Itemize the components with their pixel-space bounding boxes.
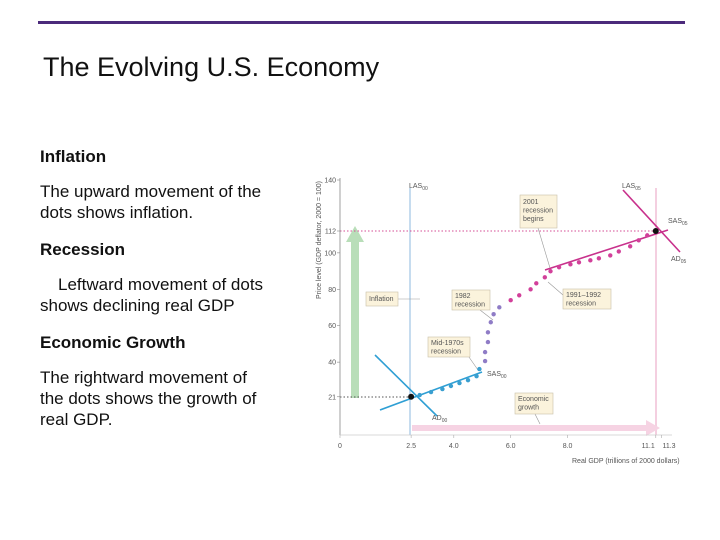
data-point xyxy=(417,392,422,398)
inflation-arrowhead xyxy=(346,226,364,242)
annotation: 1982 recession xyxy=(451,289,491,311)
body: The upward movement of the dots shows in… xyxy=(40,182,262,222)
top-rule xyxy=(38,21,685,24)
y-tick-label: 80 xyxy=(328,287,336,294)
leader-line xyxy=(479,309,494,321)
y-tick-label: 112 xyxy=(325,229,336,236)
data-point xyxy=(457,380,462,386)
data-point xyxy=(652,228,659,234)
data-point xyxy=(627,244,633,249)
x-tick-label: 0 xyxy=(338,443,342,450)
annotation: Economic growth xyxy=(514,392,554,415)
slide-title: The Evolving U.S. Economy xyxy=(43,52,380,82)
curve-label: AD05 xyxy=(671,256,687,265)
x-axis-label: Real GDP (trillions of 2000 dollars) xyxy=(572,458,680,465)
data-point xyxy=(596,256,602,261)
annotation: Inflation xyxy=(365,291,399,307)
data-point xyxy=(588,258,593,263)
curve-label: LAS05 xyxy=(622,183,641,192)
data-point xyxy=(482,349,488,355)
leader-line xyxy=(534,413,541,425)
data-point xyxy=(485,339,491,345)
x-tick-label: 11.1 xyxy=(642,443,655,450)
curve-label: AD00 xyxy=(432,415,448,424)
inflation-arrow xyxy=(351,240,359,398)
annotation: Mid-1970s recession xyxy=(427,336,471,358)
svg-text:Inflation: Inflation xyxy=(369,296,394,303)
data-point xyxy=(517,293,522,298)
data-point xyxy=(440,386,445,392)
x-tick-label: 4.0 xyxy=(449,443,459,450)
data-point xyxy=(491,312,496,317)
data-point xyxy=(576,260,582,265)
y-tick-label: 21 xyxy=(328,394,336,401)
curve-label: SAS05 xyxy=(668,218,688,227)
x-tick-label: 6.0 xyxy=(506,443,516,450)
annotation: 2001 recession begins xyxy=(519,194,558,229)
y-tick-label: 140 xyxy=(324,178,336,185)
data-point xyxy=(428,389,434,395)
data-point xyxy=(645,233,650,238)
leader-line xyxy=(547,281,564,296)
data-point xyxy=(408,393,415,400)
growth-arrowhead xyxy=(646,420,660,436)
data-point xyxy=(497,305,502,310)
ad05-curve xyxy=(622,189,681,253)
heading: Inflation xyxy=(40,147,107,166)
leader-line xyxy=(537,227,551,269)
data-point xyxy=(465,377,471,383)
y-axis-label: Price level (GDP deflator, 2000 = 100) xyxy=(316,181,323,299)
data-point xyxy=(608,253,613,258)
data-point xyxy=(548,269,553,274)
y-tick-label: 60 xyxy=(328,323,336,330)
curve-label: SAS00 xyxy=(487,371,507,380)
text-column: Inflation The upward movement of the dot… xyxy=(40,146,275,446)
growth-arrow xyxy=(412,425,648,431)
y-tick-label: 40 xyxy=(328,360,336,367)
y-tick-label: 100 xyxy=(324,250,336,257)
data-point xyxy=(488,320,493,325)
data-point xyxy=(542,275,548,280)
data-point xyxy=(528,287,533,292)
ad00-curve xyxy=(374,354,438,417)
data-point xyxy=(477,366,482,372)
x-tick-label: 11.3 xyxy=(662,443,675,450)
body: Leftward movement of dots shows declinin… xyxy=(40,275,264,315)
annotation: 1991–1992 recession xyxy=(562,288,612,310)
data-point xyxy=(508,298,513,303)
data-point xyxy=(485,330,491,335)
sas05-curve xyxy=(544,229,669,271)
data-point xyxy=(616,249,621,254)
heading: Economic Growth xyxy=(40,333,186,352)
data-point xyxy=(448,383,454,389)
data-point xyxy=(474,373,479,379)
x-tick-label: 2.5 xyxy=(406,443,416,450)
data-point xyxy=(482,358,488,364)
curve-label: LAS00 xyxy=(409,183,428,192)
data-point xyxy=(636,238,641,243)
x-tick-label: 8.0 xyxy=(563,443,573,450)
body: The rightward movement of the dots shows… xyxy=(40,368,257,429)
data-point xyxy=(534,281,539,286)
data-point xyxy=(556,265,562,270)
heading: Recession xyxy=(40,240,126,259)
data-point xyxy=(568,262,573,267)
